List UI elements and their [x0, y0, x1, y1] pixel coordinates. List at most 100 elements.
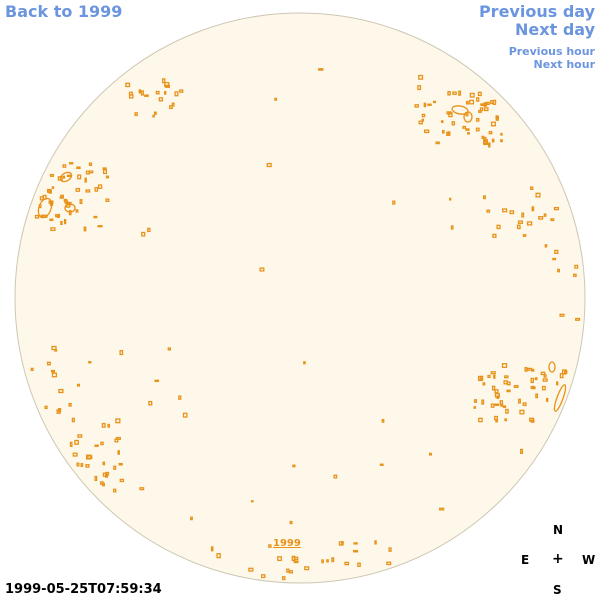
next-hour-link[interactable]: Next hour [533, 58, 596, 71]
previous-day-link[interactable]: Previous day [478, 2, 595, 21]
contour-mark [85, 464, 90, 468]
contour-mark [304, 566, 310, 571]
contour-mark [467, 132, 470, 135]
contour-mark [428, 452, 432, 456]
contour-mark [448, 112, 453, 118]
contour-mark [51, 186, 55, 189]
contour-mark [475, 117, 480, 122]
contour-mark [486, 209, 491, 213]
contour-mark [522, 234, 527, 237]
back-to-year-link[interactable]: Back to 1999 [5, 2, 123, 21]
contour-mark [179, 89, 184, 93]
contour-mark [190, 516, 193, 521]
magnetic-contours [30, 68, 581, 581]
contour-mark [51, 345, 57, 351]
contour-mark [155, 90, 160, 95]
contour-mark [281, 576, 286, 581]
contour-mark [494, 389, 499, 394]
contour-mark [462, 125, 467, 129]
contour-mark [451, 121, 456, 126]
contour-mark [427, 103, 432, 106]
contour-mark [100, 481, 104, 485]
contour-mark [490, 100, 494, 105]
contour-mark [450, 225, 454, 230]
contour-mark [480, 103, 484, 106]
contour-mark [154, 379, 160, 383]
contour-mark [102, 461, 106, 466]
contour-ring [548, 361, 556, 373]
contour-mark [559, 313, 565, 317]
previous-hour-link[interactable]: Previous hour [508, 45, 595, 58]
contour-mark [248, 567, 254, 572]
contour-mark [535, 192, 541, 198]
contour-mark [499, 400, 504, 405]
contour-mark [414, 104, 419, 108]
contour-mark [392, 200, 396, 205]
contour-mark [141, 231, 146, 237]
contour-mark [48, 189, 52, 194]
contour-mark [76, 462, 80, 467]
contour-mark [486, 101, 490, 106]
contour-mark [509, 210, 515, 215]
contour-mark [292, 464, 296, 468]
contour-mark [119, 478, 125, 483]
contour-mark [557, 268, 560, 273]
contour-mark [493, 374, 496, 379]
contour-mark [148, 400, 153, 406]
contour-mark [545, 397, 549, 402]
contour-mark [501, 363, 508, 368]
contour-mark [261, 574, 266, 579]
contour-ring [59, 171, 73, 183]
contour-mark [85, 454, 92, 460]
contour-mark [74, 439, 79, 445]
contour-mark [494, 403, 500, 406]
contour-mark [63, 198, 68, 202]
contour-mark [69, 441, 73, 447]
contour-mark [56, 409, 61, 414]
contour-mark [530, 377, 534, 384]
contour-mark [435, 141, 440, 145]
contour-mark [516, 224, 521, 230]
contour-mark [153, 111, 157, 115]
contour-mark [469, 99, 475, 105]
contour-mark [423, 102, 427, 108]
contour-mark [286, 568, 290, 573]
contour-mark [102, 169, 108, 175]
contour-mark [59, 196, 64, 199]
contour-mark [421, 113, 426, 118]
contour-mark [77, 434, 83, 438]
contour-mark [210, 546, 214, 552]
contour-mark [104, 474, 109, 478]
contour-mark [520, 448, 524, 454]
contour-mark [534, 377, 538, 381]
year-label-link[interactable]: 1999 [273, 538, 301, 549]
contour-mark [138, 89, 142, 94]
contour-mark [490, 403, 495, 408]
contour-mark [553, 206, 560, 211]
contour-mark [432, 100, 437, 104]
contour-mark [500, 132, 503, 136]
contour-mark [125, 82, 131, 88]
contour-mark [44, 405, 48, 410]
contour-mark [521, 212, 525, 218]
contour-mark [487, 374, 491, 379]
contour-mark [559, 373, 564, 379]
contour-mark [268, 544, 272, 548]
contour-mark [56, 213, 60, 219]
contour-mark [477, 91, 482, 97]
contour-mark [488, 142, 491, 148]
contour-mark [105, 175, 110, 179]
contour-mark [481, 399, 485, 405]
contour-mark [134, 112, 138, 117]
contour-mark [543, 213, 547, 217]
contour-mark [440, 120, 444, 123]
next-day-link[interactable]: Next day [515, 20, 595, 39]
contour-mark [522, 402, 527, 407]
contour-mark [465, 100, 469, 105]
contour-mark [331, 557, 335, 563]
contour-mark [554, 249, 559, 254]
contour-mark [303, 361, 306, 365]
contour-mark [479, 107, 484, 112]
contour-mark [147, 227, 151, 233]
contour-mark [85, 189, 91, 193]
